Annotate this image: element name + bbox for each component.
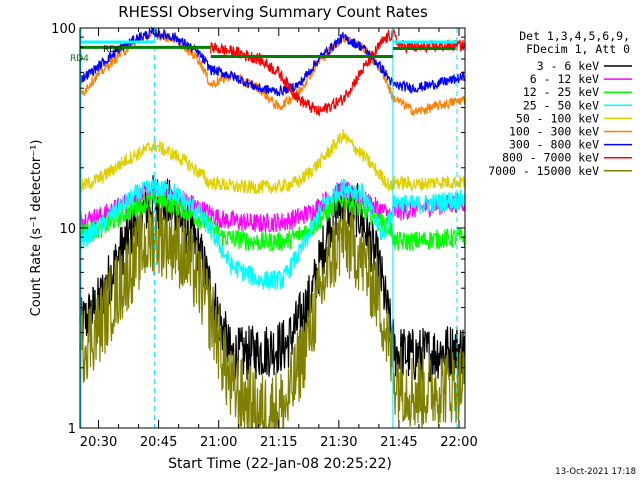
- annotation-rd4: RD4: [70, 54, 89, 64]
- x-tick-label-6: 22:00: [440, 435, 477, 450]
- axes-group: 20:30 20:45 21:00 21:15 21:30 21:45 22:00 1 10 10…: [51, 22, 478, 450]
- legend-label-5: 100 - 300 keV: [509, 125, 599, 139]
- legend-label-3: 25 - 50 keV: [523, 98, 599, 112]
- legend-label-0: 3 - 6 keV: [537, 59, 599, 73]
- series-line-1: [79, 179, 466, 233]
- x-tick-label-5: 21:45: [380, 435, 417, 450]
- legend-header-line-2: FDecim 1, Att 0: [526, 42, 630, 56]
- legend-label-7: 800 - 7000 keV: [502, 151, 599, 165]
- series-line-2: [79, 189, 466, 252]
- x-tick-label-1: 20:45: [140, 435, 177, 450]
- series-line-8: [79, 199, 466, 430]
- y-tick-label-1: 10: [59, 222, 76, 237]
- legend-label-8: 7000 - 15000 keV: [488, 164, 599, 178]
- legend-label-6: 300 - 800 keV: [509, 138, 599, 152]
- x-axis-label: Start Time (22-Jan-08 20:25:22): [168, 456, 392, 472]
- y-axis-label: Count Rate (s⁻¹ detector⁻¹): [29, 140, 44, 317]
- series-line-4: [79, 128, 466, 195]
- x-tick-label-0: 20:30: [80, 435, 117, 450]
- series-line-3: [79, 177, 466, 290]
- x-tick-label-4: 21:30: [320, 435, 357, 450]
- timestamp-text: 13-Oct-2021 17:18: [555, 467, 636, 477]
- legend: Det 1,3,4,5,6,9, FDecim 1, Att 0 3 - 6 k…: [488, 29, 632, 178]
- x-tick-label-3: 21:15: [260, 435, 297, 450]
- legend-label-4: 50 - 100 keV: [516, 111, 599, 125]
- y-tick-label-0: 1: [68, 422, 76, 437]
- x-tick-label-2: 21:00: [200, 435, 237, 450]
- legend-label-2: 12 - 25 keV: [523, 85, 599, 99]
- data-series-group: [79, 26, 466, 430]
- marker-lines-group: [80, 28, 458, 428]
- annotation-rd0: RD0: [103, 45, 122, 55]
- y-tick-label-2: 100: [51, 22, 76, 37]
- chart-title: RHESSI Observing Summary Count Rates: [118, 3, 428, 21]
- legend-label-1: 6 - 12 keV: [530, 72, 599, 86]
- legend-header-line-1: Det 1,3,4,5,6,9,: [519, 29, 630, 43]
- series-line-6: [79, 26, 466, 97]
